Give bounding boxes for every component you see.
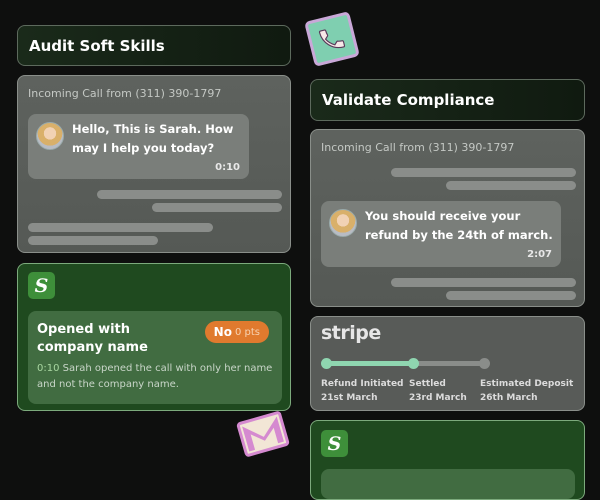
message-text: Hello, This is Sarah. How may I help you… [72, 122, 234, 155]
stripe-refund-card: stripe Refund Initiated 21st March Settle… [310, 316, 585, 411]
avatar [329, 209, 357, 237]
s-logo-icon: S [28, 272, 55, 299]
message-bubble: You should receive your refund by the 24… [321, 201, 561, 267]
call-label: Incoming Call from (311) 390-1797 [28, 87, 222, 100]
placeholder-bar [28, 236, 158, 245]
placeholder-bar [152, 203, 282, 212]
criterion-explanation: 0:10 Sarah opened the call with only her… [37, 361, 277, 393]
title-text: Validate Compliance [322, 91, 495, 109]
badge-result: No [213, 325, 232, 339]
step-settled: Settled 23rd March [409, 379, 467, 403]
call-label: Incoming Call from (311) 390-1797 [321, 141, 515, 154]
placeholder-bar [391, 168, 576, 177]
explanation-timestamp: 0:10 [37, 363, 60, 374]
avatar [36, 122, 64, 150]
step-estimated-deposit: Estimated Deposit 26th March [480, 379, 574, 403]
placeholder-bar [446, 291, 576, 300]
score-card: S Opened with company name No 0 pts 0:10… [17, 263, 291, 411]
placeholder-bar [97, 190, 282, 199]
placeholder-bar [28, 223, 213, 232]
criterion-card [321, 469, 575, 499]
score-card: S [310, 420, 585, 500]
s-logo-icon: S [321, 430, 348, 457]
step-dot-pending [479, 358, 490, 369]
validate-compliance-title: Validate Compliance [310, 79, 585, 121]
result-badge: No 0 pts [204, 321, 269, 343]
progress-filled [326, 361, 413, 366]
title-text: Audit Soft Skills [29, 36, 165, 55]
phone-icon [304, 11, 360, 67]
stripe-logo: stripe [321, 322, 381, 344]
message-text: You should receive your refund by the 24… [365, 209, 553, 242]
message-time: 0:10 [215, 162, 240, 173]
step-dot-done [321, 358, 332, 369]
incoming-call-card: Incoming Call from (311) 390-1797 Hello,… [17, 75, 291, 253]
badge-points: 0 pts [234, 326, 260, 338]
step-refund-initiated: Refund Initiated 21st March [321, 379, 404, 403]
incoming-call-card: Incoming Call from (311) 390-1797 You sh… [310, 129, 585, 307]
criterion-title: Opened with company name [37, 322, 148, 355]
audit-soft-skills-title: Audit Soft Skills [17, 25, 291, 66]
progress-remaining [413, 361, 484, 366]
placeholder-bar [391, 278, 576, 287]
gmail-icon [235, 410, 291, 458]
step-dot-done [408, 358, 419, 369]
explanation-text: Sarah opened the call with only her name… [37, 363, 273, 390]
message-bubble: Hello, This is Sarah. How may I help you… [28, 114, 249, 179]
placeholder-bar [446, 181, 576, 190]
criterion-card: Opened with company name No 0 pts 0:10 S… [28, 311, 282, 404]
message-time: 2:07 [527, 249, 552, 260]
